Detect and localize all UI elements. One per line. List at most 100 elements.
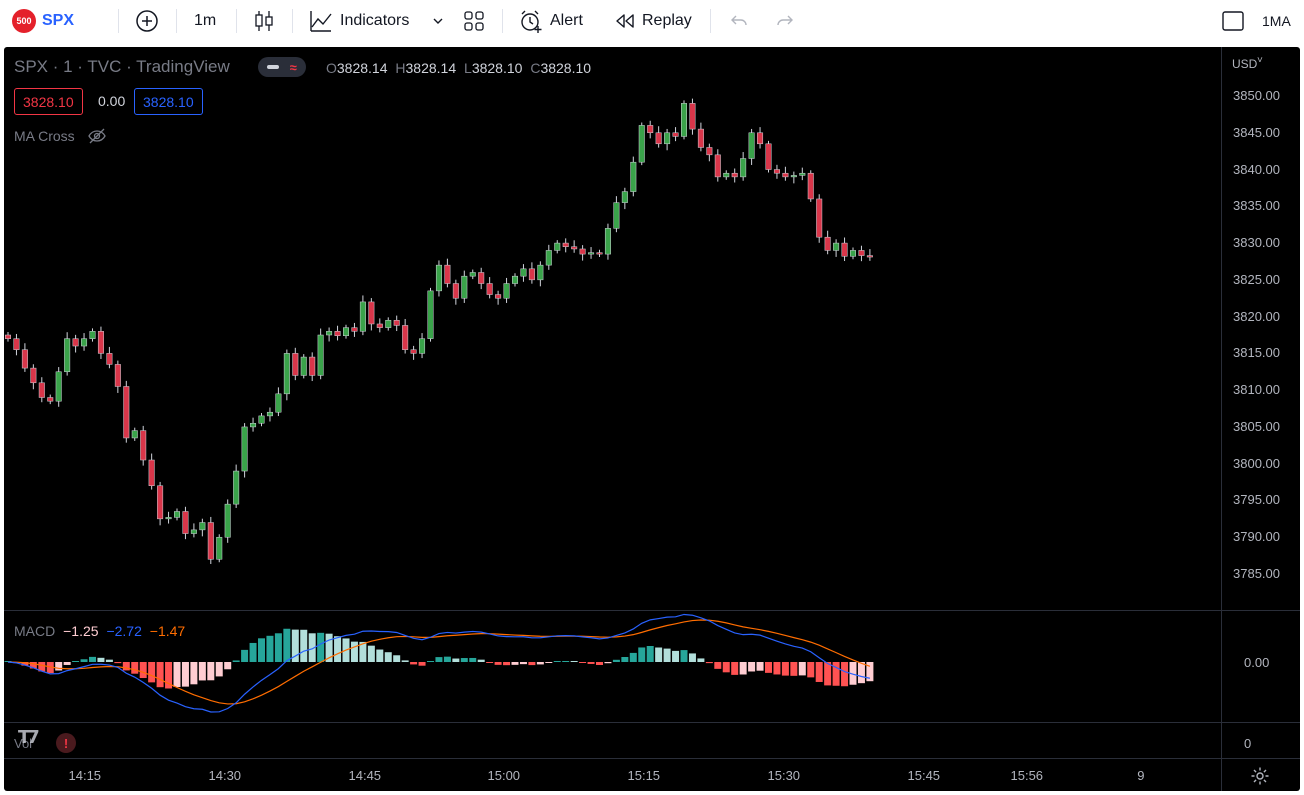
price-tick-label: 3785.00 bbox=[1233, 566, 1280, 581]
eye-hidden-icon[interactable] bbox=[87, 128, 107, 144]
candle-body bbox=[528, 268, 535, 281]
undo-button[interactable] bbox=[728, 0, 750, 42]
currency-chevron-icon[interactable]: ˅ bbox=[1257, 55, 1263, 66]
candle-body bbox=[748, 132, 755, 159]
tradingview-logo-icon[interactable]: T7 bbox=[18, 727, 40, 748]
chart-container[interactable]: SPX · 1 · TVC · TradingView ≈ O3828.14 H… bbox=[4, 47, 1300, 791]
price-tick-label: 3815.00 bbox=[1233, 345, 1280, 361]
macd-histogram-bar bbox=[325, 633, 333, 662]
price-tick-label: 3790.00 bbox=[1233, 529, 1280, 545]
candle-body bbox=[72, 338, 79, 347]
buy-button[interactable]: 3828.10 bbox=[134, 88, 203, 115]
separator bbox=[118, 9, 119, 33]
replay-button[interactable]: Replay bbox=[614, 0, 692, 42]
macd-histogram-bar bbox=[486, 662, 494, 663]
separator bbox=[176, 9, 177, 33]
macd-histogram-bar bbox=[427, 661, 434, 662]
candle-body bbox=[199, 522, 206, 531]
candle-body bbox=[140, 430, 147, 461]
indicator-ma-cross[interactable]: MA Cross bbox=[14, 128, 107, 144]
status-pill[interactable]: ≈ bbox=[258, 57, 306, 77]
templates-button[interactable] bbox=[462, 0, 486, 42]
indicators-icon bbox=[310, 11, 332, 32]
candle-body bbox=[604, 228, 611, 255]
candle-body bbox=[562, 242, 569, 248]
candle-body bbox=[672, 132, 679, 137]
indicators-dropdown[interactable] bbox=[432, 0, 444, 42]
price-tick-label: 3820.00 bbox=[1233, 308, 1280, 324]
chart-type-button[interactable] bbox=[252, 0, 276, 42]
macd-histogram-bar bbox=[672, 650, 680, 662]
macd-histogram-bar bbox=[89, 656, 96, 662]
sell-button[interactable]: 3828.10 bbox=[14, 88, 83, 115]
macd-signal-line bbox=[7, 619, 871, 705]
macd-histogram-bar bbox=[562, 661, 570, 662]
candle-body bbox=[638, 125, 645, 163]
chart-canvas[interactable] bbox=[4, 47, 1300, 791]
warning-icon[interactable]: ! bbox=[56, 733, 76, 753]
separator bbox=[292, 9, 293, 33]
symbol-logo-icon: 500 bbox=[12, 9, 36, 33]
candle-body bbox=[478, 272, 485, 284]
macd-legend[interactable]: MACD −1.25 −2.72 −1.47 bbox=[14, 623, 185, 639]
market-status-icon bbox=[267, 65, 280, 69]
time-tick-label: 15:56 bbox=[1010, 768, 1044, 783]
candle-body bbox=[630, 161, 637, 192]
vol-axis-zero: 0 bbox=[1244, 736, 1252, 751]
replay-label: Replay bbox=[642, 12, 692, 29]
rewind-icon bbox=[616, 14, 634, 28]
macd-histogram-bar bbox=[224, 662, 232, 670]
macd-histogram-bar bbox=[317, 632, 325, 662]
candle-body bbox=[266, 411, 273, 417]
layout-name-button[interactable]: 1MA bbox=[1262, 0, 1291, 42]
macd-histogram-bar bbox=[781, 662, 789, 676]
macd-histogram-bar bbox=[350, 641, 358, 662]
price-tick-label: 3840.00 bbox=[1233, 161, 1280, 177]
layout-select-button[interactable] bbox=[1220, 0, 1246, 42]
candle-body bbox=[326, 331, 333, 336]
macd-histogram-bar bbox=[511, 662, 519, 665]
macd-histogram-bar bbox=[283, 628, 291, 662]
macd-histogram-bar bbox=[435, 657, 443, 662]
settings-gear-icon[interactable] bbox=[1250, 766, 1270, 786]
alarm-clock-icon bbox=[521, 10, 542, 33]
redo-button[interactable] bbox=[774, 0, 796, 42]
chevron-down-icon bbox=[433, 18, 443, 24]
macd-histogram-bar bbox=[621, 657, 629, 662]
macd-histogram-bar bbox=[384, 652, 392, 662]
symbol-search-button[interactable]: 500 SPX bbox=[12, 0, 74, 42]
macd-histogram-bar bbox=[139, 662, 147, 679]
macd-label: MACD bbox=[14, 623, 56, 639]
main-pane-divider[interactable] bbox=[4, 610, 1300, 611]
macd-histogram-bar bbox=[334, 636, 342, 662]
macd-histogram-bar bbox=[249, 642, 257, 662]
macd-histogram-bar bbox=[190, 662, 198, 685]
macd-pane-divider[interactable] bbox=[4, 722, 1300, 723]
macd-histogram-bar bbox=[232, 660, 240, 662]
candle-body bbox=[461, 275, 468, 299]
macd-histogram-bar bbox=[215, 662, 223, 677]
candle-body bbox=[850, 250, 856, 257]
candle-body bbox=[419, 338, 426, 354]
macd-histogram-bar bbox=[367, 645, 375, 662]
candle-body bbox=[697, 128, 704, 148]
candle-body bbox=[858, 250, 865, 256]
candle-body bbox=[681, 103, 687, 137]
candle-body bbox=[723, 172, 730, 178]
interval-label: 1m bbox=[194, 12, 217, 29]
candle-body bbox=[89, 331, 96, 339]
grid-icon bbox=[464, 11, 484, 31]
compare-add-symbol-button[interactable] bbox=[134, 0, 160, 42]
indicator-label: MA Cross bbox=[14, 128, 75, 144]
indicators-button[interactable]: Indicators bbox=[308, 0, 409, 42]
price-tick-label: 3825.00 bbox=[1233, 271, 1280, 287]
undo-icon bbox=[731, 15, 747, 26]
alert-button[interactable]: Alert bbox=[518, 0, 583, 42]
currency-select[interactable]: USD bbox=[1232, 57, 1258, 71]
candle-body bbox=[503, 283, 510, 299]
macd-histogram-bar bbox=[21, 662, 29, 666]
spread-value: 0.00 bbox=[98, 93, 126, 109]
candle-body bbox=[757, 132, 764, 145]
interval-button[interactable]: 1m bbox=[194, 0, 216, 42]
square-layout-icon bbox=[1222, 11, 1244, 31]
